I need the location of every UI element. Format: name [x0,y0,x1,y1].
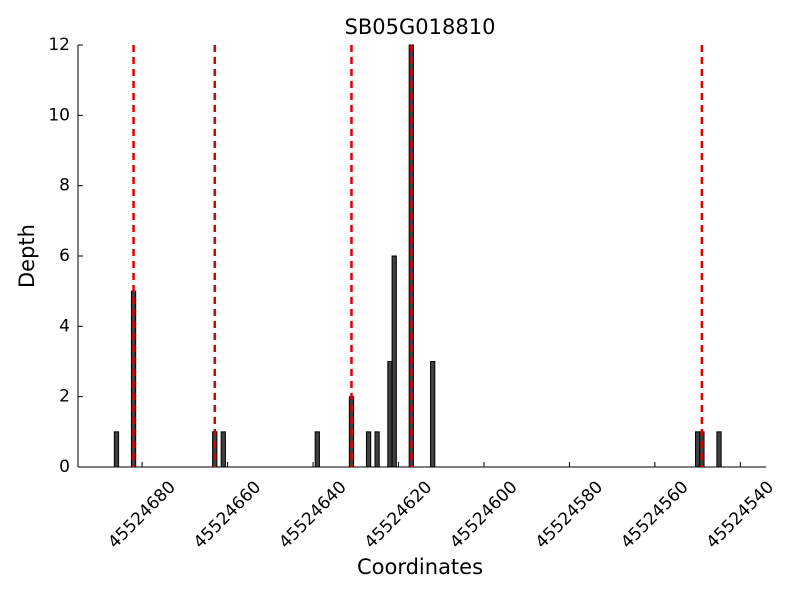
x-axis-label: Coordinates [357,555,483,579]
x-tick-label: 45524600 [446,477,521,552]
bar [314,431,320,468]
bar [130,290,137,468]
y-tick-label: 12 [48,35,70,55]
x-tick-label: 45524540 [703,477,778,552]
bar [212,431,218,468]
bar [220,431,226,468]
y-tick-label: 8 [59,176,70,196]
y-tick-label: 10 [48,105,70,125]
x-tick-label: 45524660 [190,477,265,552]
y-axis-label: Depth [15,224,39,288]
bar [699,431,705,468]
y-tick-label: 0 [59,457,70,477]
x-tick-label: 45524640 [275,477,350,552]
bar [113,431,120,468]
chart-title: SB05G018810 [345,15,496,39]
bar [430,361,436,468]
bar [391,255,397,468]
x-tick-label: 45524680 [104,477,179,552]
bar [694,431,701,468]
x-tick-label: 45524560 [617,477,692,552]
bar [716,431,722,468]
x-tick-label: 45524580 [532,477,607,552]
y-tick-label: 6 [59,246,70,266]
bar [387,361,393,468]
bar [374,431,380,468]
y-tick-label: 4 [59,316,70,336]
y-tick-label: 2 [59,387,70,407]
bar [365,431,372,468]
x-tick-label: 45524620 [361,477,436,552]
